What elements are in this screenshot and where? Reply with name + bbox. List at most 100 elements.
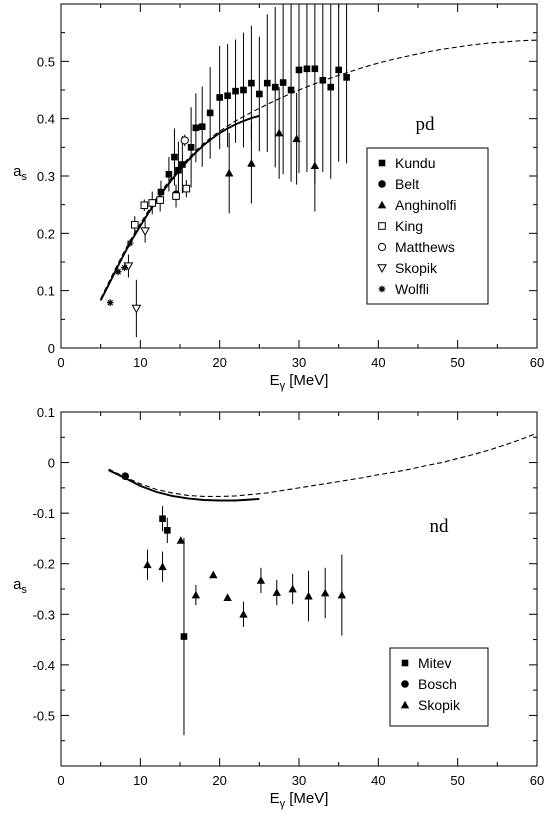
king-point [182,184,191,193]
x-tick-label: 60 [530,773,544,788]
legend-marker-bosch [401,680,409,688]
x-axis-label-unit: [MeV] [285,790,328,807]
legend-marker-king [378,222,386,230]
skopik-point [304,591,313,600]
kundu-point [232,87,239,95]
y-tick-label: -0.4 [33,658,55,673]
skopik-point [143,560,152,569]
x-tick-label: 10 [133,773,147,788]
legend-marker-anghinolfi [377,200,387,209]
kundu-point [175,166,182,174]
kundu-point [256,90,263,98]
y-tick-label: 0 [48,341,55,356]
kundu-point [240,86,247,94]
x-tick-label: 30 [292,773,306,788]
kundu-point [179,161,186,168]
kundu-point [319,76,327,84]
y-tick-label: -0.5 [33,708,55,723]
legend-box [366,147,489,305]
skopik-point [239,610,248,618]
x-tick-label: 20 [212,773,226,788]
legend-entry-kundu: Kundu [395,155,435,171]
legend-entry-wolfli: Wolfli [395,281,429,297]
king-point [172,192,180,200]
x-tick-label: 30 [292,355,306,370]
x-axis-label: Eγ [MeV] [270,372,329,392]
skopik-point [337,590,347,599]
legend-entry-bosch: Bosch [418,676,457,692]
kundu-point [303,65,311,73]
wolfli-point [126,239,134,247]
kundu-point [192,124,200,132]
skopik-point [158,562,167,571]
x-tick-label: 0 [57,355,64,370]
x-axis-label-sub: γ [280,380,286,392]
legend-marker-kundu [378,159,386,167]
kundu-point [171,153,178,161]
matthews-point [180,136,189,145]
kundu-point [311,65,319,73]
nd-panel: 0 10 20 30 40 50 60 -0.5 -0.4 -0.3 -0.2 -0.1 0 0.1 Eγ … [13,405,544,810]
y-tick-label: 0.1 [37,405,55,420]
y-axis-label: as [13,576,27,596]
x-axis-label: Eγ [MeV] [270,790,329,810]
kundu-point [165,170,173,178]
x-tick-label: 60 [530,355,544,370]
y-axis-label-sub: s [21,584,27,596]
skopik-point [223,593,232,601]
y-tick-label: 0.4 [37,112,55,127]
kundu-point [263,79,271,87]
legend-marker-belt [378,180,386,188]
kundu-point [327,83,335,91]
king-point [130,220,139,229]
pd-panel: 0 10 20 30 40 50 60 0 0.1 0.2 0.3 0.4 0.5 Eγ [MeV] as p… [13,3,544,392]
x-axis-label-main: E [270,372,280,389]
skopik-point [176,536,185,544]
panel-label: nd [430,516,450,537]
anghinolfi-point [274,128,284,137]
x-tick-label: 50 [450,355,464,370]
panel-label: pd [416,114,436,135]
y-tick-label: -0.2 [33,557,55,572]
x-tick-label: 40 [371,773,385,788]
x-axis-label-main: E [270,790,280,807]
legend-entry-skopik: Skopik [418,697,461,713]
kundu-point [157,188,165,196]
dashed-theory-curve [108,432,537,497]
anghinolfi-point [310,161,320,170]
x-axis-label-sub: γ [280,798,286,810]
kundu-point [287,86,295,94]
y-axis-label-main: a [13,163,22,180]
mitev-point [180,633,188,640]
legend-marker-wolfli [378,285,386,293]
king-point [148,199,157,207]
legend-entry-skopik: Skopik [395,260,438,276]
bosch-point [121,472,130,481]
kundu-point [295,66,303,74]
king-point [140,201,149,210]
y-tick-label: 0.1 [37,284,55,299]
x-tick-label: 10 [133,355,147,370]
plot-content [108,432,537,736]
skopik-point [140,227,150,237]
wolfli-point [121,264,128,272]
y-tick-label: 0 [48,456,55,471]
x-tick-label: 0 [57,773,64,788]
skopik-point [131,304,142,314]
skopik-point [256,576,266,584]
legend-entry-belt: Belt [395,176,419,192]
kundu-point [248,79,255,87]
skopik-point [209,570,218,579]
legend-marker-matthews [377,242,387,252]
anghinolfi-point [224,168,234,177]
legend-entry-king: King [395,218,423,234]
y-tick-label: -0.1 [33,506,55,521]
mitev-point [159,515,166,523]
x-axis-label-unit: [MeV] [285,372,328,389]
skopik-point [191,590,201,599]
plot-content [99,4,537,338]
kundu-point [224,92,231,100]
legend-entry-anghinolfi: Anghinolfi [395,197,457,213]
kundu-point [198,123,206,130]
